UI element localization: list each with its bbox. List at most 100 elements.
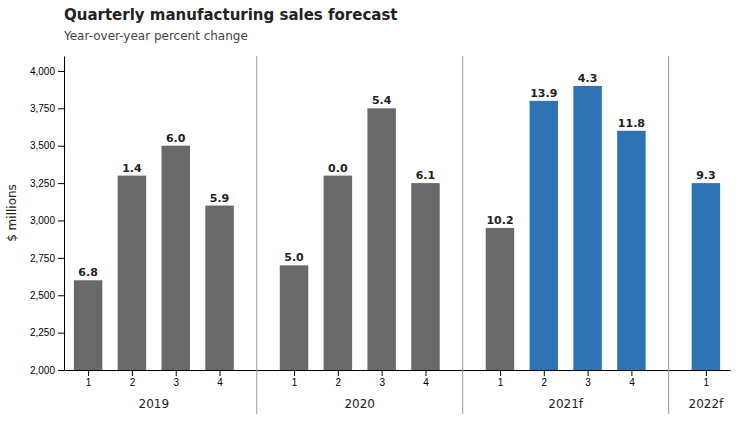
x-tick-mark xyxy=(425,370,426,376)
x-tick-label: 1 xyxy=(86,377,92,388)
bar xyxy=(74,280,102,370)
x-tick-label: 1 xyxy=(704,377,710,388)
x-tick: 2 xyxy=(542,370,548,388)
x-tick: 3 xyxy=(379,370,385,388)
x-axis: 1 2 3 4 1 2 3 4 1 2 3 4 1 xyxy=(65,370,731,388)
group-separator xyxy=(462,56,463,414)
y-tick-mark xyxy=(58,295,64,296)
y-tick-mark xyxy=(58,370,64,371)
bar xyxy=(692,183,720,370)
bar xyxy=(617,131,645,370)
x-tick-mark xyxy=(631,370,632,376)
y-tick-mark xyxy=(58,183,64,184)
title: Quarterly manufacturing sales forecast xyxy=(64,6,398,24)
bar xyxy=(324,176,352,370)
y-tick-label: 3,000 xyxy=(30,215,55,226)
bar xyxy=(280,265,308,370)
bar-label: 5.9 xyxy=(210,192,230,205)
y-tick-label: 4,000 xyxy=(30,66,55,77)
bar xyxy=(205,206,233,370)
x-tick-mark xyxy=(544,370,545,376)
y-tick: 3,000 xyxy=(30,215,64,226)
y-tick-mark xyxy=(58,71,64,72)
bar-label: 6.1 xyxy=(416,169,436,182)
y-tick-label: 3,500 xyxy=(30,140,55,151)
x-tick: 2 xyxy=(130,370,136,388)
x-tick: 3 xyxy=(173,370,179,388)
y-tick-mark xyxy=(58,333,64,334)
x-tick-mark xyxy=(588,370,589,376)
bar-label: 6.8 xyxy=(78,266,98,279)
x-tick-mark xyxy=(294,370,295,376)
bar-label: 10.2 xyxy=(486,214,513,227)
x-tick: 2 xyxy=(336,370,342,388)
y-tick-mark xyxy=(58,258,64,259)
y-axis-title: $ millions xyxy=(5,184,19,242)
x-tick-mark xyxy=(382,370,383,376)
y-tick-label: 2,500 xyxy=(30,290,55,301)
y-tick-mark xyxy=(58,108,64,109)
x-tick: 3 xyxy=(585,370,591,388)
bar-label: 9.3 xyxy=(696,169,716,182)
bar xyxy=(573,86,601,370)
x-tick-label: 4 xyxy=(629,377,635,388)
bar-label: 11.8 xyxy=(618,117,645,130)
group-separator xyxy=(668,56,669,414)
group-label: 2019 xyxy=(139,397,170,411)
x-tick: 4 xyxy=(629,370,635,388)
group-label: 2021f xyxy=(548,397,584,411)
y-tick: 2,750 xyxy=(30,253,64,264)
y-tick: 3,500 xyxy=(30,140,64,151)
x-tick-label: 4 xyxy=(423,377,429,388)
y-axis: 2,000 2,250 2,500 2,750 3,000 3,250 3,500 3,750… xyxy=(30,57,65,376)
x-tick-mark xyxy=(338,370,339,376)
y-tick-mark xyxy=(58,146,64,147)
x-tick-mark xyxy=(88,370,89,376)
y-tick: 4,000 xyxy=(30,66,64,77)
x-tick-label: 1 xyxy=(292,377,298,388)
y-tick: 2,000 xyxy=(30,365,64,376)
x-tick-mark xyxy=(706,370,707,376)
bar-label: 6.0 xyxy=(166,132,186,145)
bar xyxy=(161,146,189,370)
y-tick: 2,500 xyxy=(30,290,64,301)
group-label: 2022f xyxy=(689,397,725,411)
x-axis-line xyxy=(65,370,731,371)
bar xyxy=(411,183,439,370)
x-tick-mark xyxy=(132,370,133,376)
x-tick-mark xyxy=(500,370,501,376)
y-axis-line xyxy=(64,57,65,371)
bar-label: 13.9 xyxy=(530,87,557,100)
x-tick-label: 3 xyxy=(585,377,591,388)
group-separator xyxy=(256,56,257,414)
x-tick-label: 4 xyxy=(217,377,223,388)
y-tick-label: 2,750 xyxy=(30,253,55,264)
bar-labels: 6.81.46.05.95.00.05.46.110.213.94.311.89… xyxy=(78,72,715,279)
x-tick-label: 3 xyxy=(173,377,179,388)
x-tick-label: 2 xyxy=(130,377,136,388)
bar-label: 5.0 xyxy=(284,251,304,264)
bars xyxy=(74,86,720,370)
x-tick-label: 2 xyxy=(336,377,342,388)
y-tick-label: 2,000 xyxy=(30,365,55,376)
subtitle: Year-over-year percent change xyxy=(63,29,248,43)
y-tick-label: 3,750 xyxy=(30,103,55,114)
x-tick: 4 xyxy=(217,370,223,388)
x-tick: 1 xyxy=(498,370,504,388)
y-tick: 2,250 xyxy=(30,327,64,338)
x-tick-mark xyxy=(220,370,221,376)
x-tick-label: 3 xyxy=(379,377,385,388)
chart: Quarterly manufacturing sales forecast Ye… xyxy=(0,0,750,422)
bar xyxy=(118,176,146,370)
y-tick: 3,250 xyxy=(30,178,64,189)
bar xyxy=(530,101,558,370)
y-tick-label: 2,250 xyxy=(30,327,55,338)
bar xyxy=(486,228,514,370)
x-tick-mark xyxy=(176,370,177,376)
y-tick-mark xyxy=(58,220,64,221)
group-label: 2020 xyxy=(344,397,375,411)
x-tick: 1 xyxy=(86,370,92,388)
x-tick: 4 xyxy=(423,370,429,388)
bar-label: 4.3 xyxy=(578,72,598,85)
bar-label: 5.4 xyxy=(372,94,392,107)
